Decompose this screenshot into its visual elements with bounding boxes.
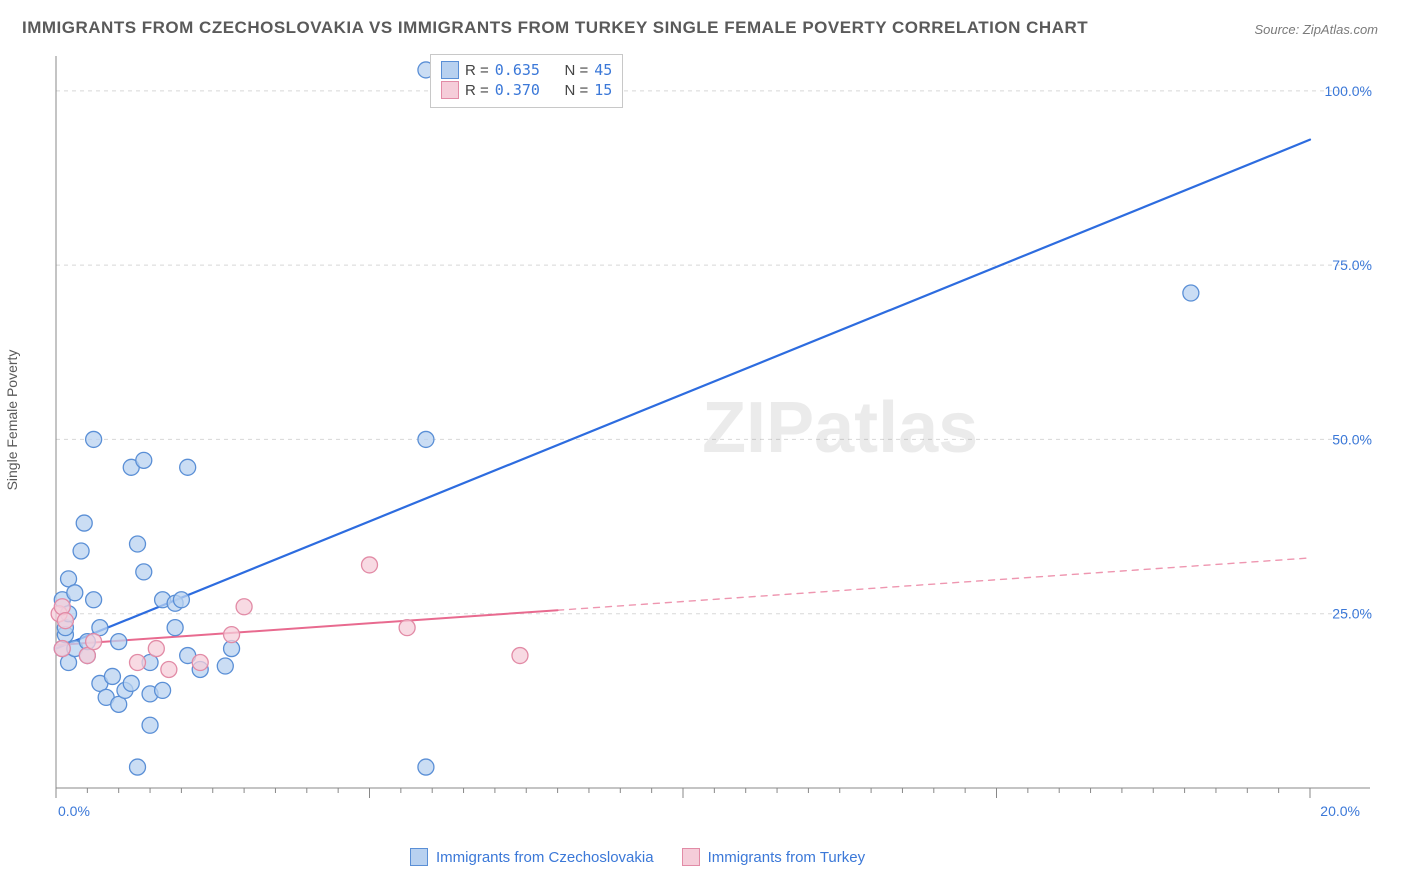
stats-row: R = 0.370 N = 15 — [441, 81, 612, 99]
legend: Immigrants from Czechoslovakia Immigrants… — [410, 848, 865, 866]
svg-text:20.0%: 20.0% — [1320, 803, 1360, 819]
y-axis-label: Single Female Poverty — [4, 350, 20, 491]
svg-text:100.0%: 100.0% — [1325, 83, 1372, 99]
legend-label: Immigrants from Czechoslovakia — [436, 849, 654, 866]
legend-swatch — [441, 81, 459, 99]
legend-item: Immigrants from Turkey — [682, 848, 866, 866]
stats-row: R = 0.635 N = 45 — [441, 61, 612, 79]
legend-label: Immigrants from Turkey — [708, 849, 866, 866]
chart-title: IMMIGRANTS FROM CZECHOSLOVAKIA VS IMMIGR… — [22, 18, 1088, 38]
source-attribution: Source: ZipAtlas.com — [1254, 22, 1378, 37]
svg-text:0.0%: 0.0% — [58, 803, 90, 819]
legend-swatch — [410, 848, 428, 866]
legend-swatch — [441, 61, 459, 79]
legend-item: Immigrants from Czechoslovakia — [410, 848, 654, 866]
svg-text:75.0%: 75.0% — [1332, 257, 1372, 273]
legend-swatch — [682, 848, 700, 866]
svg-text:50.0%: 50.0% — [1332, 431, 1372, 447]
stats-box: R = 0.635 N = 45 R = 0.370 N = 15 — [430, 54, 623, 108]
svg-text:25.0%: 25.0% — [1332, 606, 1372, 622]
correlation-scatter-plot: 25.0% 50.0% 75.0% 100.0% 0.0% 20.0% — [50, 50, 1380, 830]
